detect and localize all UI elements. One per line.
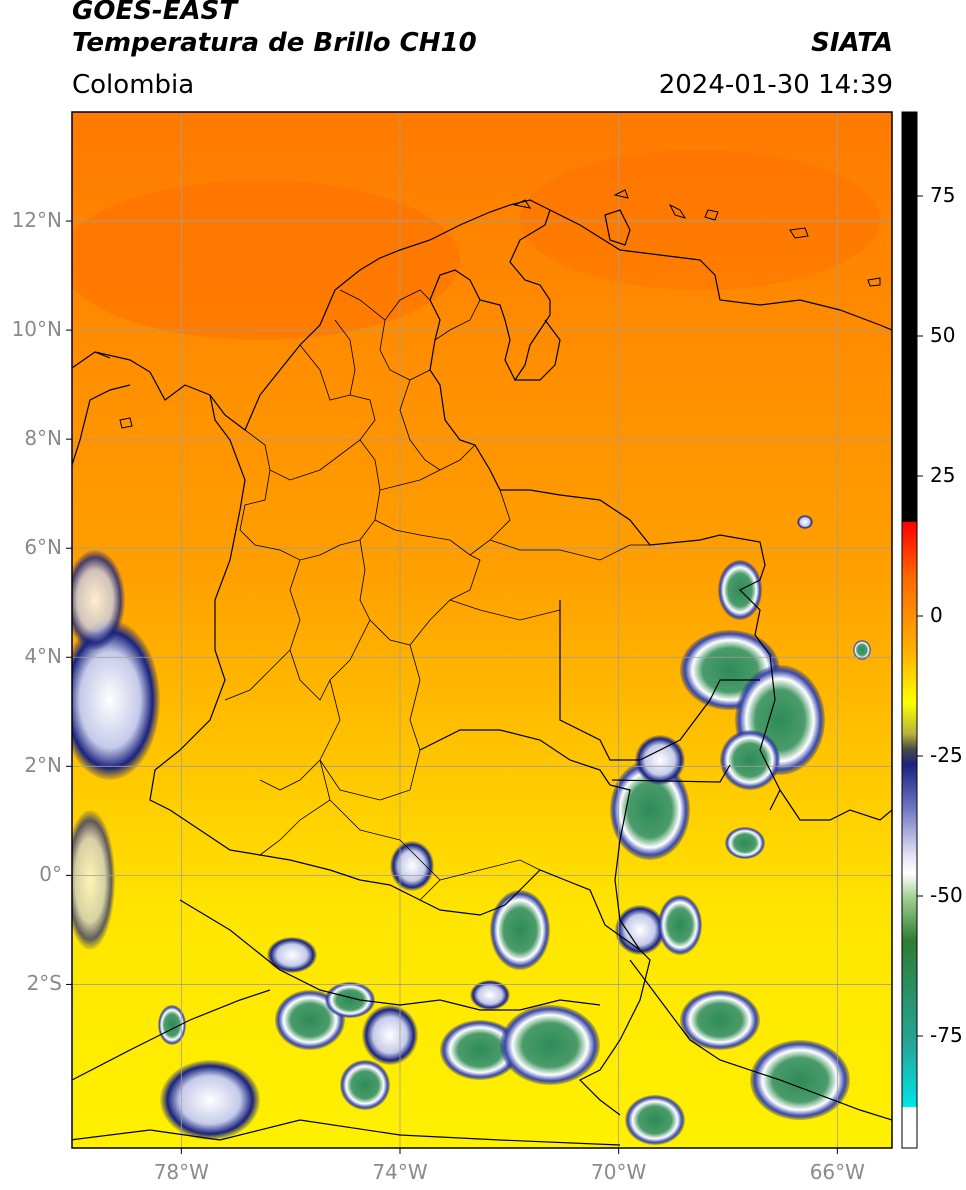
colombia-pacific-ecuador-peru-border: [149, 394, 651, 1116]
organization-label: SIATA: [811, 28, 893, 58]
cloud-peru-4: [440, 1020, 520, 1080]
cloud-small-1: [797, 515, 813, 529]
cloud-amazon-2: [615, 905, 665, 955]
region-label: Colombia: [72, 70, 195, 100]
lat-tick-label: 8°N: [24, 426, 62, 451]
cloud-brazil-2: [750, 1040, 850, 1120]
cloud-putumayo: [390, 841, 434, 891]
lon-tick-label: 66°W: [809, 1160, 865, 1184]
colorbar-tick-label: 0: [930, 603, 943, 627]
colorbar-tick-label: 25: [930, 463, 956, 487]
brightness-field: [72, 112, 892, 1148]
cloud-peru-3: [325, 982, 375, 1018]
cloud-peru-2: [362, 1005, 418, 1065]
cloud-peru-6: [470, 980, 510, 1010]
lat-tick-label: 6°N: [24, 535, 62, 560]
cloud-east-4: [720, 730, 780, 790]
lat-tick-label: 2°S: [26, 971, 62, 996]
lon-tick-label: 74°W: [372, 1160, 428, 1184]
cloud-pacific-2: [72, 550, 125, 650]
cloud-amazon-3: [658, 895, 702, 955]
warm-area-venezuela: [520, 150, 880, 290]
product-title: Temperatura de Brillo CH10: [72, 28, 477, 58]
cloud-southwest-2: [340, 1060, 390, 1110]
colorbar-tick-label: 50: [930, 323, 956, 347]
satellite-title: GOES-EAST: [72, 0, 238, 26]
cloud-pacific-3: [72, 810, 115, 950]
paraguana-peninsula: [604, 209, 631, 246]
cloud-southwest-1: [160, 1060, 260, 1140]
cloud-vaupes-2: [635, 735, 685, 785]
cloud-south-1: [625, 1095, 685, 1145]
convective-clouds: [72, 515, 871, 1145]
colorbar-tick-label: 75: [930, 183, 956, 207]
colombia-venezuela-border: [72, 199, 781, 811]
colorbar-tick-label: -75: [930, 1023, 963, 1047]
axis-ticks: [66, 220, 838, 1154]
venezuela-coast: [549, 209, 892, 331]
map-frame: [71, 111, 893, 1149]
cloud-east-5: [725, 827, 765, 859]
colorbar-ticks: [917, 195, 923, 1037]
maracaibo-lake: [515, 319, 561, 381]
gridlines: [72, 112, 892, 1148]
department-borders: [224, 289, 650, 901]
lat-tick-label: 0°: [39, 862, 62, 887]
colorbar-tick-label: -50: [930, 883, 963, 907]
islands: [119, 189, 881, 429]
lon-tick-label: 70°W: [591, 1160, 647, 1184]
cloud-southwest-3: [158, 1005, 186, 1045]
lat-tick-label: 10°N: [11, 317, 62, 342]
cloud-southwest-4: [267, 937, 317, 973]
lon-tick-label: 78°W: [153, 1160, 209, 1184]
lat-tick-label: 12°N: [11, 208, 62, 233]
colorbar: [901, 111, 918, 1149]
lat-tick-label: 2°N: [24, 753, 62, 778]
cloud-peru-5: [500, 1005, 600, 1085]
country-borders: [72, 199, 892, 1146]
cloud-small-2: [853, 640, 871, 660]
colorbar-tick-label: -25: [930, 743, 963, 767]
colombia-brazil-border: [609, 784, 641, 951]
panama-coast: [72, 384, 131, 466]
cloud-brazil-1: [680, 990, 760, 1050]
warm-area-caribbean: [72, 180, 460, 340]
lat-tick-label: 4°N: [24, 644, 62, 669]
cloud-amazon-1: [490, 890, 550, 970]
ecuador-peru-border: [179, 899, 601, 1011]
timestamp-label: 2024-01-30 14:39: [658, 70, 893, 100]
cloud-vaupes: [610, 760, 690, 860]
cloud-pacific-1: [72, 620, 160, 780]
